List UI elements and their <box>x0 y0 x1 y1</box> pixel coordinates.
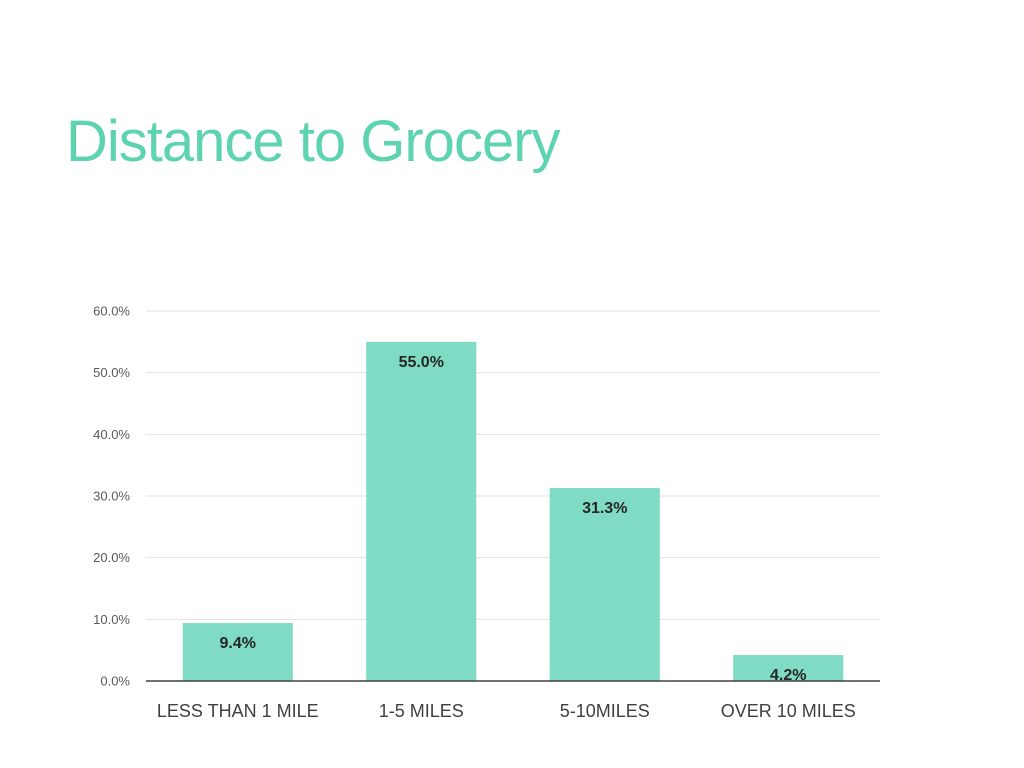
data-label: 9.4% <box>220 635 256 652</box>
data-label: 55.0% <box>399 354 444 371</box>
category-label: 5-10MILES <box>560 701 650 721</box>
bar <box>733 655 844 681</box>
data-label: 31.3% <box>582 500 627 517</box>
slide-title: Distance to Grocery <box>66 109 561 174</box>
y-tick-label: 60.0% <box>93 304 130 319</box>
bar <box>549 487 660 681</box>
bar <box>182 623 293 681</box>
y-tick-label: 50.0% <box>93 365 130 380</box>
y-tick-label: 30.0% <box>93 489 130 504</box>
data-label: 4.2% <box>770 667 806 684</box>
y-tick-label: 20.0% <box>93 550 130 565</box>
category-label: OVER 10 MILES <box>721 701 856 721</box>
category-label: 1-5 MILES <box>379 701 464 721</box>
y-tick-label: 40.0% <box>93 427 130 442</box>
bar <box>366 341 477 681</box>
y-tick-label: 0.0% <box>100 674 130 689</box>
category-label: LESS THAN 1 MILE <box>157 701 319 721</box>
y-tick-label: 10.0% <box>93 612 130 627</box>
